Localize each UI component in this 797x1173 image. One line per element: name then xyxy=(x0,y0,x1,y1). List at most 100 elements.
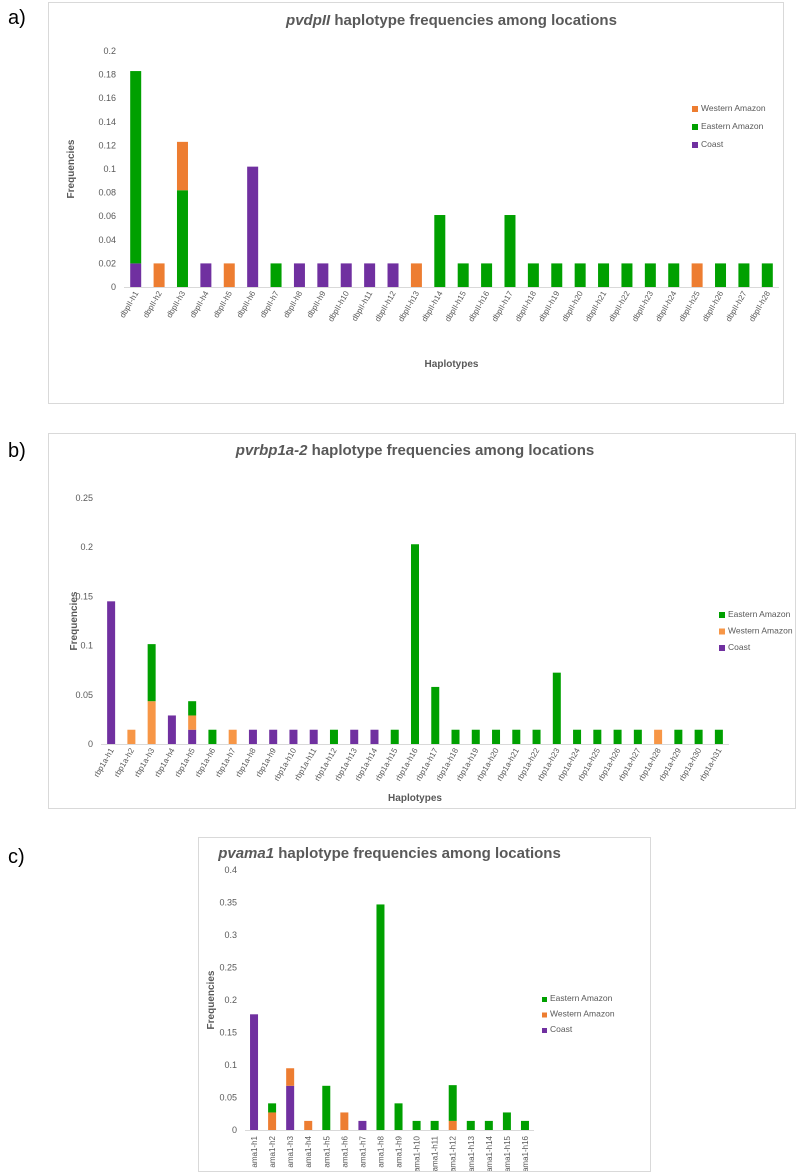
chart-b-legend-swatch-eastern-amazon xyxy=(719,612,725,618)
chart-a-legend-swatch-western-amazon xyxy=(692,106,698,112)
bar-b-rbp1a-h24-eastern-amazon xyxy=(573,729,582,744)
chart-c-xtick-ama1-h14: ama1-h14 xyxy=(485,1135,494,1171)
chart-a-xtick-dbpii-h13: dbpII-h13 xyxy=(396,289,421,323)
chart-a-ytick-0-02: 0.02 xyxy=(98,258,116,268)
bar-a-dbpii-h10-coast xyxy=(340,263,352,287)
bar-a-dbpii-h26-eastern-amazon xyxy=(715,263,727,287)
chart-b-svg: pvrbp1a-2 haplotype frequencies among lo… xyxy=(69,442,793,804)
chart-c-svg: pvama1 haplotype frequencies among locat… xyxy=(206,845,615,1171)
bar-c-ama1-h5-eastern-amazon xyxy=(322,1085,331,1130)
bar-b-rbp1a-h9-coast xyxy=(269,729,278,744)
bar-b-rbp1a-h26-eastern-amazon xyxy=(613,729,622,744)
chart-a-xtick-dbpii-h19: dbpII-h19 xyxy=(537,289,562,323)
bar-c-ama1-h2-eastern-amazon xyxy=(268,1103,277,1113)
chart-a-xtick-dbpii-h24: dbpII-h24 xyxy=(654,289,679,323)
bar-b-rbp1a-h29-eastern-amazon xyxy=(674,729,683,744)
chart-a-legend-coast: Coast xyxy=(701,139,724,149)
bar-c-ama1-h2-western-amazon xyxy=(268,1112,277,1130)
bar-a-dbpii-h8-coast xyxy=(293,263,305,287)
bar-b-rbp1a-h4-coast xyxy=(167,715,176,744)
bar-b-rbp1a-h17-eastern-amazon xyxy=(431,686,440,744)
chart-c-title-gene: pvama1 xyxy=(217,845,274,862)
bar-c-ama1-h12-eastern-amazon xyxy=(448,1085,457,1121)
chart-c-xtick-ama1-h10: ama1-h10 xyxy=(413,1135,422,1171)
bar-b-rbp1a-h18-eastern-amazon xyxy=(451,729,460,744)
bar-b-rbp1a-h7-western-amazon xyxy=(228,729,237,744)
chart-b: pvrbp1a-2 haplotype frequencies among lo… xyxy=(48,433,796,809)
chart-b-ytick-0-1: 0.1 xyxy=(80,641,93,651)
chart-a-xtick-dbpii-h20: dbpII-h20 xyxy=(560,289,585,323)
chart-a-ytick-0-16: 0.16 xyxy=(98,93,116,103)
bar-b-rbp1a-h20-eastern-amazon xyxy=(492,729,501,744)
chart-a-xtick-dbpii-h5: dbpII-h5 xyxy=(212,289,235,319)
bar-a-dbpii-h1-coast xyxy=(130,263,142,287)
chart-a-ytick-0-18: 0.18 xyxy=(98,70,116,80)
chart-a-svg: pvdpII haplotype frequencies among locat… xyxy=(66,12,779,370)
chart-c-ytick-0-05: 0.05 xyxy=(219,1093,237,1103)
bar-c-ama1-h8-eastern-amazon xyxy=(376,904,385,1130)
bar-a-dbpii-h7-eastern-amazon xyxy=(270,263,282,287)
chart-c-xtick-ama1-h5: ama1-h5 xyxy=(322,1135,331,1167)
chart-a-legend-eastern-amazon: Eastern Amazon xyxy=(701,121,764,131)
bar-b-rbp1a-h10-coast xyxy=(289,729,298,744)
bar-c-ama1-h7-coast xyxy=(358,1120,367,1130)
bar-b-rbp1a-h3-eastern-amazon xyxy=(147,644,156,702)
chart-a-legend-swatch-eastern-amazon xyxy=(692,124,698,130)
chart-c-xtick-ama1-h15: ama1-h15 xyxy=(503,1135,512,1171)
bar-a-dbpii-h12-coast xyxy=(387,263,399,287)
chart-c-legend-eastern-amazon: Eastern Amazon xyxy=(550,993,613,1003)
chart-c-legend-swatch-western-amazon xyxy=(542,1012,547,1018)
chart-a-xtick-dbpii-h27: dbpII-h27 xyxy=(724,289,749,323)
chart-c-ytick-0-4: 0.4 xyxy=(224,865,237,875)
chart-a-xtick-dbpii-h9: dbpII-h9 xyxy=(305,289,328,319)
bar-a-dbpii-h15-eastern-amazon xyxy=(457,263,469,287)
bar-b-rbp1a-h28-western-amazon xyxy=(654,729,663,744)
chart-c-ytick-0-1: 0.1 xyxy=(224,1060,237,1070)
chart-c-ytick-0-3: 0.3 xyxy=(224,930,237,940)
chart-b-ytick-0: 0 xyxy=(88,739,93,749)
chart-c-xtick-ama1-h16: ama1-h16 xyxy=(521,1135,530,1171)
chart-b-ytick-0-15: 0.15 xyxy=(75,591,93,601)
chart-c-title: pvama1 haplotype frequencies among locat… xyxy=(217,845,561,862)
bar-a-dbpii-h22-eastern-amazon xyxy=(621,263,633,287)
bar-b-rbp1a-h8-coast xyxy=(248,729,257,744)
bar-a-dbpii-h23-eastern-amazon xyxy=(644,263,656,287)
chart-a-ytick-0: 0 xyxy=(111,282,116,292)
chart-a-xtick-dbpii-h22: dbpII-h22 xyxy=(607,289,632,323)
chart-a-title-gene: pvdpII xyxy=(285,12,331,29)
chart-b-title-rest: haplotype frequencies among locations xyxy=(307,442,594,459)
chart-a-ytick-0-06: 0.06 xyxy=(98,211,116,221)
chart-a-xtick-dbpii-h17: dbpII-h17 xyxy=(490,289,515,323)
bar-b-rbp1a-h31-eastern-amazon xyxy=(714,729,723,744)
bar-c-ama1-h1-coast xyxy=(250,1014,259,1130)
chart-c-xtick-ama1-h2: ama1-h2 xyxy=(268,1135,277,1167)
bar-b-rbp1a-h11-coast xyxy=(309,729,318,744)
chart-a: pvdpII haplotype frequencies among locat… xyxy=(48,2,784,404)
chart-c-title-rest: haplotype frequencies among locations xyxy=(274,845,561,862)
chart-b-ytick-0-05: 0.05 xyxy=(75,690,93,700)
bar-b-rbp1a-h23-eastern-amazon xyxy=(552,672,561,744)
bar-c-ama1-h12-western-amazon xyxy=(448,1120,457,1130)
bar-a-dbpii-h28-eastern-amazon xyxy=(761,263,773,287)
bar-a-dbpii-h24-eastern-amazon xyxy=(668,263,680,287)
bar-c-ama1-h4-western-amazon xyxy=(304,1120,313,1130)
chart-b-legend-swatch-western-amazon xyxy=(719,628,725,635)
bar-a-dbpii-h4-coast xyxy=(200,263,212,287)
chart-a-ytick-0-2: 0.2 xyxy=(103,46,116,56)
bar-c-ama1-h13-eastern-amazon xyxy=(466,1120,475,1130)
bar-a-dbpii-h17-eastern-amazon xyxy=(504,215,516,287)
chart-a-xtick-dbpii-h18: dbpII-h18 xyxy=(513,289,538,323)
bar-c-ama1-h6-western-amazon xyxy=(340,1112,349,1130)
chart-a-legend-western-amazon: Western Amazon xyxy=(701,103,766,113)
chart-a-xtick-dbpii-h23: dbpII-h23 xyxy=(630,289,655,323)
chart-a-ytick-0-12: 0.12 xyxy=(98,140,116,150)
chart-c-xtick-ama1-h1: ama1-h1 xyxy=(250,1135,259,1167)
bar-a-dbpii-h9-coast xyxy=(317,263,329,287)
chart-a-xtick-dbpii-h16: dbpII-h16 xyxy=(467,289,492,323)
bar-c-ama1-h11-eastern-amazon xyxy=(430,1120,439,1130)
bar-c-ama1-h3-western-amazon xyxy=(286,1068,295,1086)
bar-a-dbpii-h3-eastern-amazon xyxy=(176,190,188,287)
chart-a-xlabel: Haplotypes xyxy=(425,359,479,370)
chart-a-ylabel: Frequencies xyxy=(66,139,77,198)
bar-b-rbp1a-h13-coast xyxy=(350,729,359,744)
